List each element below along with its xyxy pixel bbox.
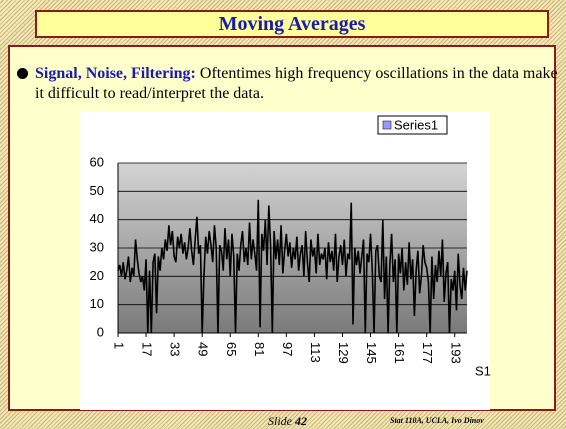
series-axis-label: S1 [475, 363, 491, 378]
x-tick-label: 17 [140, 342, 155, 356]
bullet-text: Signal, Noise, Filtering: Oftentimes hig… [35, 64, 560, 104]
bullet-dot [17, 68, 28, 79]
legend-swatch [382, 120, 392, 130]
legend-box [377, 115, 448, 135]
y-tick-label: 30 [90, 239, 104, 254]
y-tick-label: 60 [90, 154, 104, 169]
legend-label: Series1 [394, 117, 438, 132]
credit: Stat 110A, UCLA, Ivo Dinov [390, 416, 484, 425]
x-tick-label: 65 [224, 342, 239, 356]
y-tick-label: 0 [97, 324, 104, 339]
x-tick-label: 113 [308, 342, 323, 363]
x-tick-label: 97 [280, 342, 295, 356]
x-tick-label: 129 [336, 342, 351, 364]
y-tick-label: 10 [90, 296, 104, 311]
bullet-body: Oftentimes high frequency oscillations i… [35, 65, 558, 102]
x-tick-label: 177 [420, 342, 435, 364]
y-tick-label: 40 [90, 211, 104, 226]
y-tick-label: 20 [90, 268, 104, 283]
x-tick-label: 49 [196, 342, 211, 356]
x-tick-label: 1 [112, 342, 127, 349]
y-tick-label: 50 [90, 183, 104, 198]
x-tick-label: 193 [448, 342, 463, 364]
slide-label: Slide [268, 414, 292, 428]
slide-number: 42 [295, 414, 307, 428]
line [117, 199, 468, 334]
x-tick-label: 161 [392, 342, 407, 364]
footer: Slide 42 [268, 414, 307, 429]
x-tick-label: 33 [168, 342, 183, 356]
x-tick-label: 81 [252, 342, 267, 356]
x-tick-label: 145 [364, 342, 379, 364]
title: Moving Averages [35, 10, 549, 38]
bullet-heading: Signal, Noise, Filtering: [35, 65, 196, 82]
